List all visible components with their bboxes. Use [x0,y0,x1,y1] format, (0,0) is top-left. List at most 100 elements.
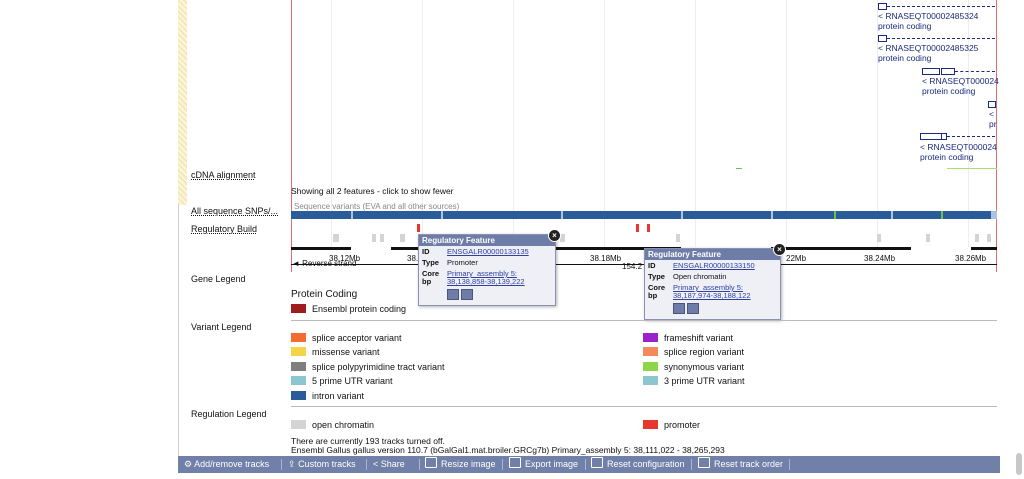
toolbar-separator [691,459,692,470]
toolbar-separator [585,459,586,470]
features-note[interactable]: Showing all 2 features - click to show f… [291,186,454,196]
vertical-scrollbar[interactable] [1016,453,1022,475]
close-icon[interactable]: × [548,229,561,242]
snp-gap [561,211,563,219]
transcript-label[interactable]: < RNASEQT000024 protein coding [922,76,999,96]
transcript-label[interactable]: < RNASEQT00002485325 protein coding [878,43,979,63]
reset-track-order-button[interactable]: Reset track order [698,456,783,473]
transcript-exon[interactable] [878,3,887,10]
snp-gap [351,211,353,219]
legend-label: splice acceptor variant [312,333,402,343]
transcript-exon[interactable] [941,133,947,140]
legend-label: splice polypyrimidine tract variant [312,362,445,372]
feature-id-link[interactable]: ENSGALR00000133150 [673,261,755,270]
reset-order-icon [698,457,710,468]
reset-configuration-button[interactable]: Reset configuration [591,456,685,473]
open-chromatin-feature[interactable] [372,234,376,242]
legend-separator [291,406,997,407]
snp-gap [991,211,997,219]
transcript-exon[interactable] [988,101,996,108]
snp-gap [771,211,773,219]
transcript-intron [887,6,995,7]
open-chromatin-feature[interactable] [560,234,565,242]
popup-key: ID [422,247,430,256]
legend-swatch [291,333,306,342]
popup-key: bp [648,291,658,300]
snp-synonymous-mark[interactable] [941,211,943,219]
track-image-area[interactable] [291,0,997,272]
custom-tracks-button[interactable]: ⇪ Custom tracks [288,459,356,469]
transcript-label[interactable]: < RNASEQT00002485324 protein coding [878,11,979,31]
open-chromatin-feature[interactable] [333,234,339,242]
snp-synonymous-mark[interactable] [834,211,836,219]
share-button[interactable]: < Share [373,459,405,469]
add-remove-tracks-button[interactable]: ⚙ Add/remove tracks [184,459,270,469]
export-image-button[interactable]: Export image [509,456,578,473]
resize-image-button[interactable]: Resize image [425,456,496,473]
tracks-off-note: There are currently 193 tracks turned of… [291,436,445,446]
grid-line [422,0,423,248]
core-location-link[interactable]: 38,138,858-38,139,222 [447,277,525,286]
legend-swatch [643,376,658,385]
transcript-exon[interactable] [920,133,942,140]
track-label-regulatory-build[interactable]: Regulatory Build [191,224,258,234]
legend-swatch [291,376,306,385]
edit-icon[interactable] [673,303,685,314]
cdna-feature[interactable] [736,168,742,169]
genome-browser-panel [178,0,1001,456]
zoom-icon[interactable] [687,303,699,314]
close-icon[interactable]: × [773,243,786,256]
edit-icon[interactable] [447,289,459,300]
open-chromatin-feature[interactable] [380,234,384,242]
promoter-feature[interactable] [417,224,420,232]
feature-id-link[interactable]: ENSGALR00000133135 [447,247,529,256]
resize-icon [425,457,437,468]
snp-gap [441,211,443,219]
open-chromatin-feature[interactable] [400,234,405,242]
regulatory-feature-popup[interactable]: Regulatory Feature ID ENSGALR00000133150 … [644,243,786,320]
transcript-exon[interactable] [941,68,955,75]
feature-type: Promoter [447,258,478,267]
ruler-segment [911,247,971,250]
transcript-exon[interactable] [922,68,940,75]
open-chromatin-feature[interactable] [987,234,991,242]
toolbar-separator [281,459,282,470]
grid-line [877,0,878,248]
reverse-strand-label: ◄ Reverse strand [292,259,357,268]
open-chromatin-feature[interactable] [877,234,881,242]
track-label-snps[interactable]: All sequence SNPs/... [191,206,279,216]
transcript-intron [947,136,995,137]
legend-label: open chromatin [312,420,375,430]
core-location-link[interactable]: Primary_assembly 5: [673,283,744,292]
zoom-icon[interactable] [461,289,473,300]
grid-line [513,0,514,248]
track-label-cdna[interactable]: cDNA alignment [191,170,256,180]
transcript-exon[interactable] [878,35,887,42]
grid-line [786,0,787,248]
snp-density-bar[interactable] [291,211,997,219]
snp-track-sublabel: Sequence variants (EVA and all other sou… [294,202,460,211]
promoter-feature[interactable] [647,224,650,232]
grid-line [968,0,969,248]
cdna-feature[interactable] [947,168,997,169]
toolbar-separator [419,459,420,470]
legend-swatch [291,362,306,371]
popup-key: ID [648,261,656,270]
transcript-label[interactable]: < pr [989,109,997,129]
open-chromatin-feature[interactable] [676,234,680,242]
open-chromatin-feature[interactable] [975,234,979,242]
popup-key: Type [422,258,439,267]
promoter-feature[interactable] [636,224,639,232]
drag-handle-strip[interactable] [178,0,187,205]
transcript-label[interactable]: < RNASEQT000024 protein coding [920,142,997,162]
open-chromatin-feature[interactable] [926,234,930,242]
legend-label: 5 prime UTR variant [312,376,393,386]
core-location-link[interactable]: 38,187,974-38,188,122 [673,291,751,300]
ruler-segment [351,247,391,250]
core-location-link[interactable]: Primary_assembly 5: [447,269,518,278]
boundary-line-right [996,0,997,272]
regulatory-feature-popup[interactable]: Regulatory Feature ID ENSGALR00000133135 … [418,229,561,306]
legend-label: frameshift variant [664,333,734,343]
regulation-legend-title: Regulation Legend [191,409,267,419]
version-info: Ensembl Gallus gallus version 110.7 (bGa… [291,445,725,455]
